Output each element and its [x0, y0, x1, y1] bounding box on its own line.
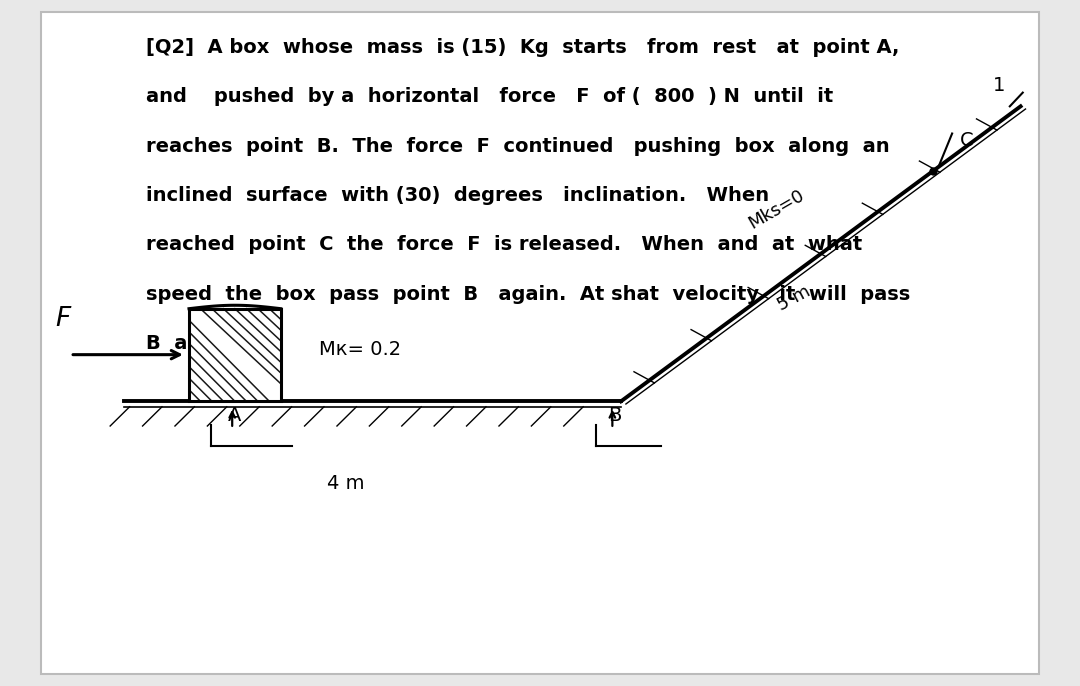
Text: and    pushed  by a  horizontal   force   F  of (  800  ) N  until  it: and pushed by a horizontal force F of ( … [146, 87, 833, 106]
Text: C: C [960, 131, 973, 150]
Text: B: B [608, 406, 621, 425]
Bar [189, 309, 281, 401]
Text: 4 m: 4 m [327, 474, 364, 493]
Text: 1: 1 [993, 76, 1005, 95]
Text: A: A [228, 406, 241, 425]
Text: reached  point  C  the  force  F  is released.   When  and  at  what: reached point C the force F is released.… [146, 235, 862, 255]
Text: Mк= 0.2: Mк= 0.2 [319, 340, 401, 359]
Text: B  again.: B again. [146, 334, 242, 353]
Text: inclined  surface  with (30)  degrees   inclination.   When: inclined surface with (30) degrees incli… [146, 186, 769, 205]
Text: speed  the  box  pass  point  B   again.  At shat  velocity   it  will  pass: speed the box pass point B again. At sha… [146, 285, 910, 304]
Text: [Q2]  A box  whose  mass  is (15)  Kg  starts   from  rest   at  point A,: [Q2] A box whose mass is (15) Kg starts … [146, 38, 900, 57]
Text: Mks=0: Mks=0 [745, 186, 808, 233]
FancyBboxPatch shape [41, 12, 1039, 674]
Text: 5 m: 5 m [774, 283, 813, 314]
Text: F: F [55, 306, 70, 332]
Text: reaches  point  B.  The  force  F  continued   pushing  box  along  an: reaches point B. The force F continued p… [146, 137, 890, 156]
